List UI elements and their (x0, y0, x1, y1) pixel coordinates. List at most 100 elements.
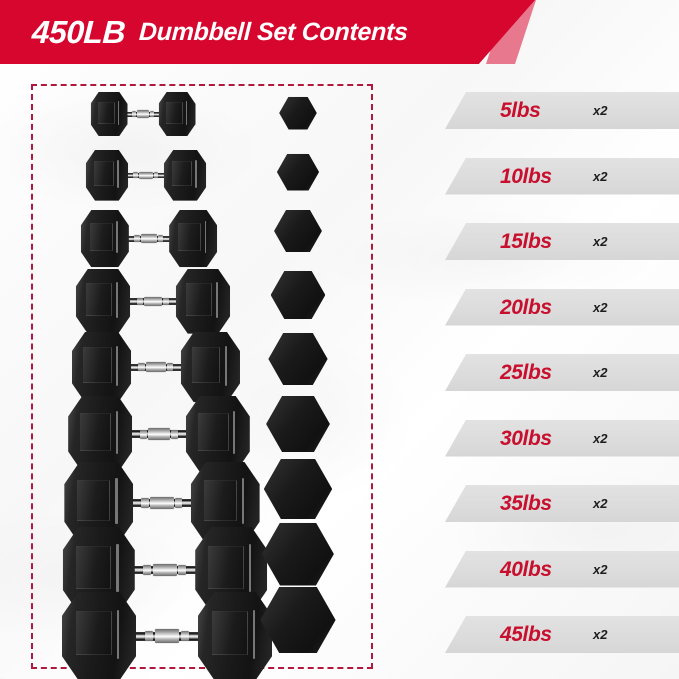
dumbbell-weight-emboss (74, 611, 112, 656)
weight-value: 10lbs (500, 164, 552, 188)
dumbbell-sleeve-ring (141, 498, 149, 508)
banner-title: Dumbbell Set Contents (138, 17, 409, 46)
dumbbell-head-highlight (116, 281, 118, 319)
dumbbell-sleeve-ring (180, 630, 189, 642)
dumbbell-sleeve-ring (163, 297, 169, 306)
weight-value: 35lbs (500, 492, 552, 515)
dumbbell-head-highlight (117, 100, 120, 126)
dumbbell-15lb (80, 210, 218, 268)
dumbbell-sleeve-ring (166, 363, 174, 372)
dumbbell-head-highlight (195, 160, 197, 189)
weight-quantity: x2 (593, 168, 608, 184)
weight-quantity: x2 (593, 299, 608, 315)
dumbbell-5lb (90, 92, 196, 136)
dumbbell-head-right (180, 332, 240, 403)
dumbbell-weight-emboss (85, 283, 113, 316)
dumbbell-head-left (80, 210, 129, 268)
weight-quantity: x2 (593, 365, 608, 380)
dumbbell-head-highlight (115, 478, 118, 525)
weight-value: 15lbs (500, 230, 552, 253)
weight-quantity: x2 (593, 430, 608, 446)
dumbbell-head-left (72, 332, 132, 403)
hexagon-end-view-35lb (263, 459, 333, 519)
dumbbell-head-highlight (224, 346, 227, 386)
weight-quantity: x2 (593, 103, 608, 118)
dumbbell-weight-emboss (177, 222, 202, 252)
dumbbell-collar (140, 234, 158, 243)
dumbbell-head-highlight (241, 478, 245, 525)
dumbbell-head-right (158, 92, 196, 136)
dumbbell-sleeve-ring (144, 630, 153, 642)
weight-value: 25lbs (500, 361, 552, 384)
dumbbell-head-left (85, 150, 129, 201)
dumbbell-25lb (72, 332, 240, 403)
dumbbell-weight-emboss (96, 101, 116, 124)
hexagon-end-view-20lb (270, 271, 326, 319)
dumbbell-head-right (175, 269, 231, 334)
dumbbell-head-highlight (116, 221, 119, 254)
weight-bar[interactable]: 35lbs x2 (445, 485, 679, 522)
dumbbell-weight-emboss (190, 347, 221, 383)
hexagon-end-view-15lb (274, 210, 322, 252)
dumbbell-collar (152, 563, 178, 577)
weight-bar[interactable]: 10lbs x2 (445, 157, 679, 195)
weight-bar[interactable]: 40lbs x2 (445, 550, 679, 588)
dumbbell-collar (146, 361, 166, 373)
dumbbell-sleeve-ring (143, 564, 152, 575)
dumbbell-weight-emboss (92, 161, 115, 187)
weight-value: 30lbs (500, 426, 552, 450)
dumbbell-weight-emboss (88, 222, 113, 252)
dumbbell-weight-emboss (82, 347, 112, 383)
dumbbell-collar (150, 496, 174, 509)
weight-bar[interactable]: 5lbs x2 (445, 92, 679, 129)
dumbbell-head-right (185, 396, 250, 473)
dumbbell-sleeve-ring (157, 235, 164, 242)
dumbbell-collar (154, 629, 180, 643)
weight-bar[interactable]: 20lbs x2 (445, 288, 679, 326)
weight-value: 45lbs (500, 623, 552, 646)
dumbbell-sleeve-ring (133, 172, 138, 179)
dumbbell-sleeve-ring (134, 235, 140, 242)
weight-value: 20lbs (500, 295, 552, 319)
dumbbell-weight-emboss (185, 283, 213, 316)
dumbbell-weight-emboss (210, 611, 248, 656)
dumbbell-sleeve-ring (174, 498, 183, 508)
weight-quantity: x2 (593, 496, 608, 511)
dumbbell-head-right (169, 210, 218, 268)
weight-bar[interactable]: 25lbs x2 (445, 354, 679, 391)
dumbbell-head-highlight (117, 160, 119, 189)
weight-bar[interactable]: 45lbs x2 (445, 616, 679, 653)
dumbbell-head-highlight (115, 411, 118, 454)
dumbbell-collar (138, 171, 154, 180)
dumbbell-sleeve-ring (149, 111, 154, 117)
header-banner: 450LB Dumbbell Set Contents (0, 0, 535, 64)
dumbbell-collar (143, 296, 163, 307)
banner-total-weight: 450LB (31, 14, 127, 50)
weight-bar[interactable]: 15lbs x2 (445, 223, 679, 260)
dumbbell-head-right (163, 150, 207, 201)
dumbbell-45lb (62, 592, 272, 679)
dumbbell-head-left (90, 92, 128, 136)
dumbbell-weight-emboss (202, 480, 237, 521)
dumbbell-weight-emboss (196, 412, 229, 451)
dumbbell-head-highlight (233, 411, 236, 454)
dumbbell-head-highlight (116, 609, 120, 659)
dumbbell-collar (136, 110, 150, 118)
dumbbell-head-highlight (185, 100, 188, 126)
dumbbell-head-left (75, 269, 131, 334)
dumbbell-head-highlight (115, 346, 118, 386)
dumbbell-head-highlight (216, 281, 218, 319)
dumbbell-weight-emboss (76, 480, 111, 521)
dumbbell-sleeve-ring (153, 172, 159, 179)
header-red-shape (0, 0, 535, 64)
hexagon-end-view-10lb (276, 153, 320, 191)
dumbbell-head-highlight (252, 609, 256, 659)
dumbbell-sleeve-ring (139, 429, 147, 439)
dumbbell-illustration-stack (31, 84, 373, 679)
dumbbell-sleeve-ring (136, 297, 143, 306)
weight-bar[interactable]: 30lbs x2 (445, 419, 679, 457)
dumbbell-collar (148, 428, 170, 440)
dumbbell-sleeve-ring (131, 111, 136, 117)
dumbbell-weight-emboss (164, 101, 184, 124)
